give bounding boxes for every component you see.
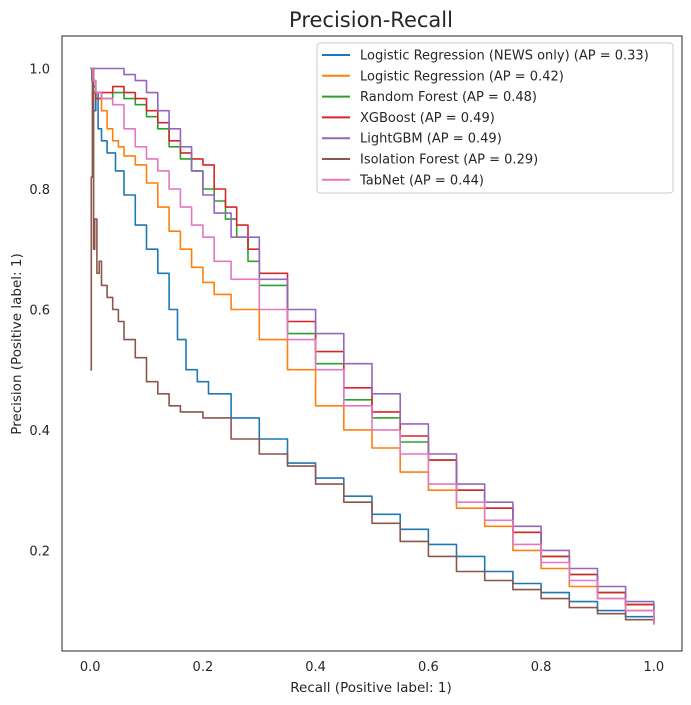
series-line-5 (90, 67, 655, 625)
legend-box (316, 42, 674, 194)
legend-label-1: Logistic Regression (AP = 0.42) (360, 69, 564, 84)
legend-label-4: LightGBM (AP = 0.49) (360, 132, 502, 147)
x-tick-label-3: 0.6 (418, 660, 439, 675)
x-tick-label-5: 1.0 (643, 660, 664, 675)
x-tick-label-1: 0.2 (193, 660, 214, 675)
x-tick-label-0: 0.0 (80, 660, 101, 675)
y-tick-label-0: 0.2 (29, 544, 50, 559)
y-axis-label: Precision (Positive label: 1) (9, 253, 25, 434)
series-line-0 (90, 67, 655, 625)
legend-label-2: Random Forest (AP = 0.48) (360, 90, 537, 105)
plot-frame (61, 35, 683, 652)
x-tick-label-2: 0.4 (305, 660, 326, 675)
y-tick-label-3: 0.8 (29, 183, 50, 198)
x-axis-label: Recall (Positive label: 1) (290, 680, 452, 696)
series-layer (90, 67, 655, 625)
legend-label-6: TabNet (AP = 0.44) (359, 173, 484, 188)
chart-title: Precision-Recall (289, 8, 453, 32)
y-tick-label-4: 1.0 (29, 63, 50, 78)
legend: Logistic Regression (NEWS only) (AP = 0.… (316, 42, 674, 194)
y-tick-label-1: 0.4 (29, 424, 50, 439)
y-tick-label-2: 0.6 (29, 304, 50, 319)
legend-label-5: Isolation Forest (AP = 0.29) (360, 153, 538, 168)
x-tick-label-4: 0.8 (531, 660, 552, 675)
y-axis-ticks: 0.2 0.4 0.6 0.8 1.0 (29, 63, 50, 560)
legend-label-0: Logistic Regression (NEWS only) (AP = 0.… (360, 49, 649, 64)
series-line-6 (90, 67, 655, 624)
legend-label-3: XGBoost (AP = 0.49) (360, 111, 495, 126)
x-axis-ticks: 0.0 0.2 0.4 0.6 0.8 1.0 (80, 660, 664, 675)
